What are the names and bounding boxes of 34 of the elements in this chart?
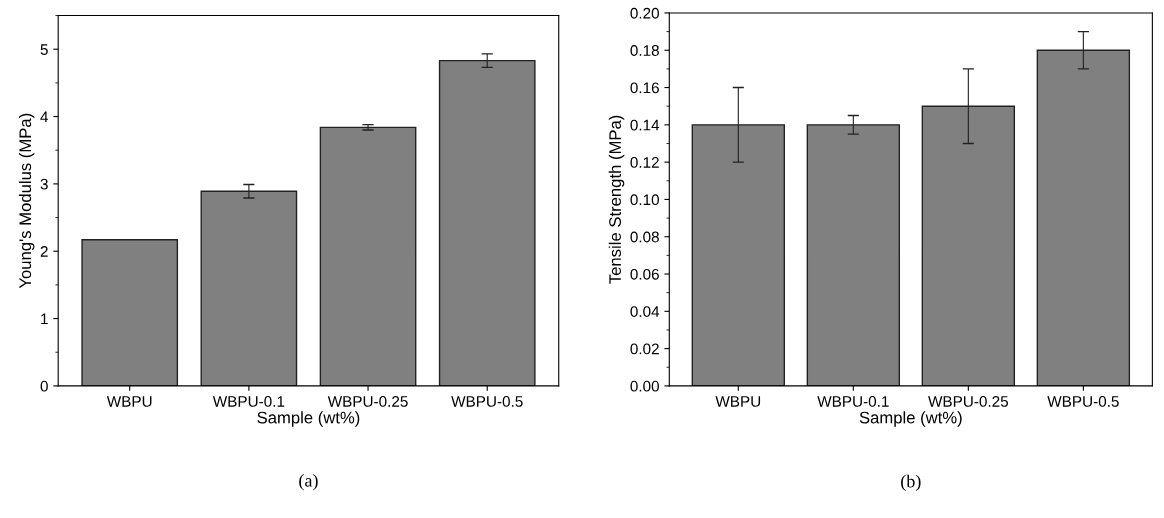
y-tick-label: 0.00 [630, 380, 659, 392]
y-tick-label: 0.10 [630, 194, 659, 206]
x-tick-label: WBPU-0.1 [817, 396, 889, 407]
x-tick-label: WBPU-0.25 [327, 396, 408, 407]
y-tick-label: 5 [40, 44, 48, 55]
x-tick-label: WBPU-0.25 [928, 396, 1009, 407]
bar [319, 126, 417, 386]
y-axis-title: Young's Modulus (MPa) [18, 113, 35, 289]
x-tick-label: WBPU-0.5 [451, 396, 523, 407]
x-axis-title: Sample (wt%) [859, 411, 962, 427]
x-tick-label: WBPU-0.1 [212, 396, 285, 407]
y-tick-label: 0.12 [630, 157, 659, 168]
x-tick-label: WBPU [715, 396, 761, 407]
y-tick-label: 0 [40, 380, 48, 392]
bar [81, 239, 179, 386]
text: (b) [901, 474, 921, 492]
y-tick-label: 0.02 [630, 343, 659, 355]
y-tick-label: 0.04 [630, 306, 660, 317]
x-tick-label: WBPU-0.5 [1047, 396, 1119, 407]
y-tick-label: 3 [40, 178, 48, 190]
y-tick-label: 0.08 [630, 231, 659, 243]
bar [438, 59, 536, 386]
y-tick-label: 2 [40, 246, 48, 257]
x-tick-label: WBPU [106, 396, 152, 407]
text: (a) [299, 474, 318, 491]
y-tick-label: 4 [40, 111, 49, 123]
y-tick-label: 0.14 [630, 119, 660, 131]
y-tick-label: 0.16 [630, 82, 659, 94]
y-tick-label: 0.18 [630, 45, 659, 56]
x-axis-title: Sample (wt%) [257, 411, 360, 427]
y-axis-title: Tensile Strength (MPa) [608, 115, 625, 284]
y-tick-label: 0.06 [630, 268, 659, 280]
y-tick-label: 0.20 [630, 7, 659, 19]
y-tick-label: 1 [41, 313, 48, 325]
